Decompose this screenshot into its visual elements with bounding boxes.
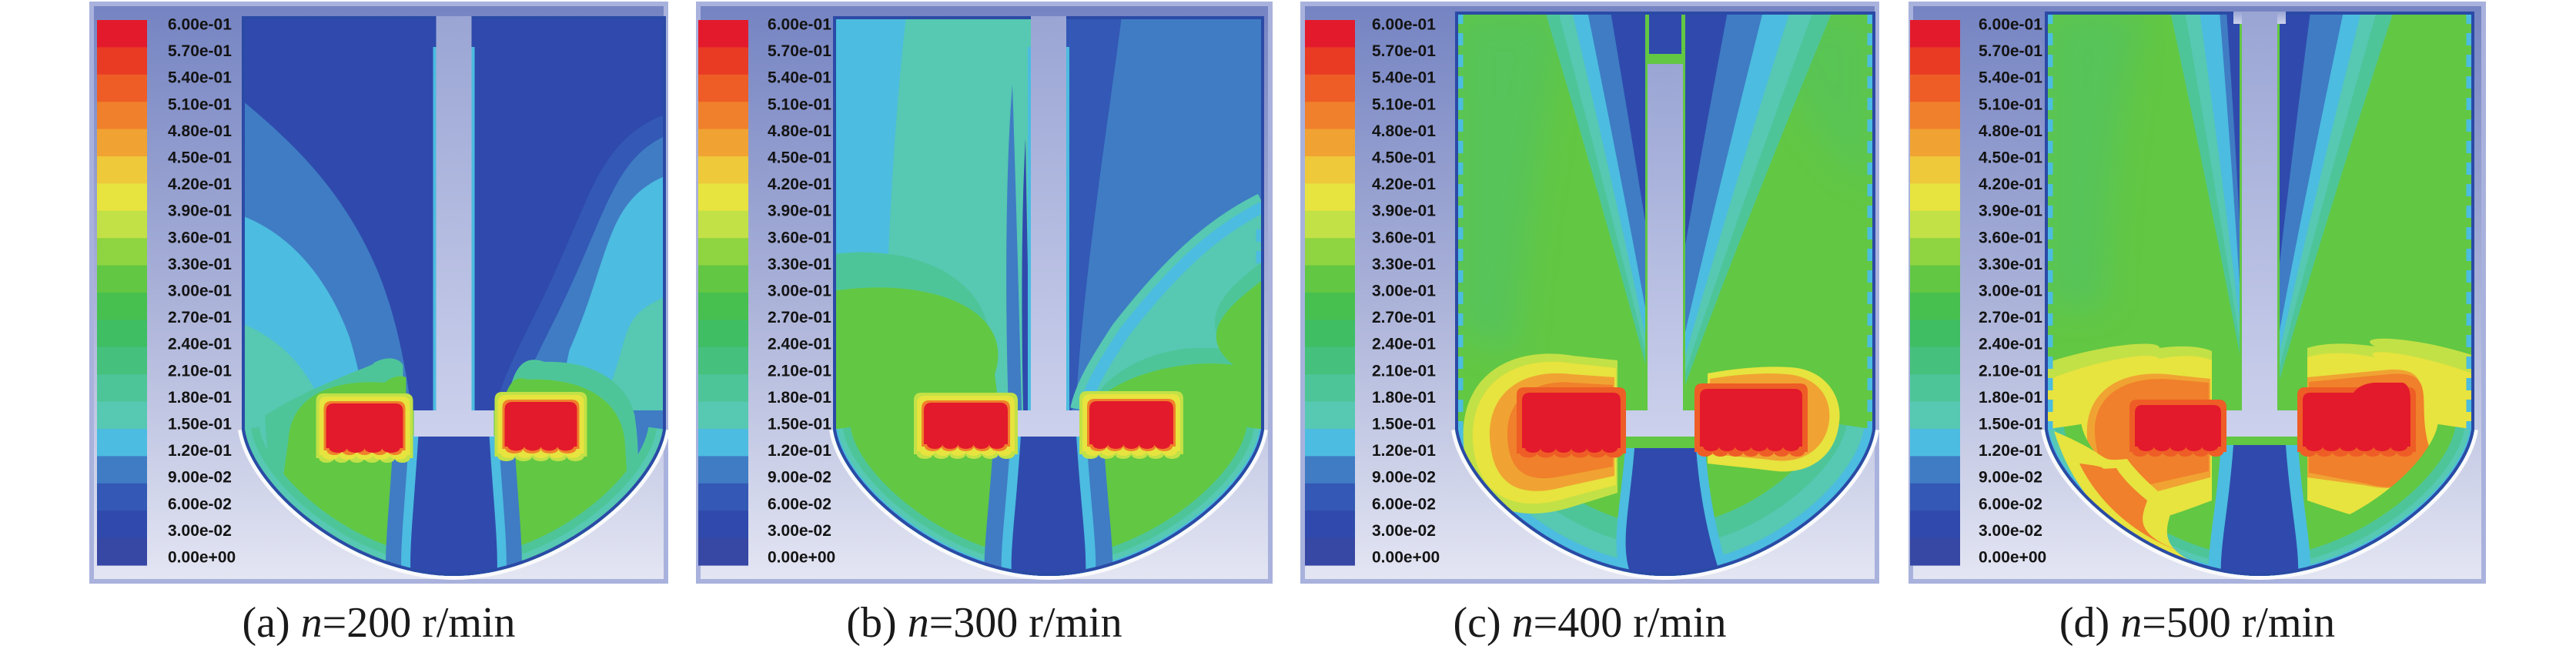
svg-text:9.00e-02: 9.00e-02 [168, 469, 232, 487]
svg-text:0.00e+00: 0.00e+00 [1979, 549, 2046, 567]
svg-text:3.00e-02: 3.00e-02 [168, 522, 232, 540]
svg-text:0.00e+00: 0.00e+00 [768, 549, 835, 567]
svg-text:1.80e-01: 1.80e-01 [768, 389, 831, 407]
svg-text:3.90e-01: 3.90e-01 [1372, 202, 1436, 220]
svg-text:5.70e-01: 5.70e-01 [168, 42, 232, 60]
svg-text:2.10e-01: 2.10e-01 [768, 362, 831, 380]
svg-text:1.80e-01: 1.80e-01 [1372, 389, 1436, 407]
svg-text:5.10e-01: 5.10e-01 [1979, 95, 2042, 113]
svg-text:6.00e-02: 6.00e-02 [1979, 495, 2042, 513]
svg-text:0.00e+00: 0.00e+00 [168, 549, 236, 567]
svg-text:9.00e-02: 9.00e-02 [768, 469, 831, 487]
svg-text:1.80e-01: 1.80e-01 [1979, 389, 2042, 407]
svg-text:2.70e-01: 2.70e-01 [1372, 309, 1436, 326]
svg-text:4.20e-01: 4.20e-01 [1372, 176, 1436, 193]
svg-text:2.40e-01: 2.40e-01 [168, 336, 232, 353]
svg-text:5.40e-01: 5.40e-01 [168, 69, 232, 87]
svg-text:4.50e-01: 4.50e-01 [1372, 149, 1436, 167]
svg-text:4.50e-01: 4.50e-01 [768, 149, 831, 167]
svg-text:0.00e+00: 0.00e+00 [1372, 549, 1440, 567]
svg-text:2.40e-01: 2.40e-01 [1372, 336, 1436, 353]
svg-text:5.10e-01: 5.10e-01 [168, 95, 232, 113]
svg-text:1.20e-01: 1.20e-01 [1979, 442, 2042, 460]
svg-text:9.00e-02: 9.00e-02 [1372, 469, 1436, 487]
svg-text:2.40e-01: 2.40e-01 [768, 336, 831, 353]
svg-text:(a) n=200 r/min: (a) n=200 r/min [242, 599, 515, 647]
svg-text:6.00e-02: 6.00e-02 [1372, 495, 1436, 513]
svg-text:3.30e-01: 3.30e-01 [1372, 256, 1436, 273]
svg-text:2.70e-01: 2.70e-01 [168, 309, 232, 326]
svg-text:(c) n=400 r/min: (c) n=400 r/min [1453, 599, 1726, 647]
svg-text:2.40e-01: 2.40e-01 [1979, 336, 2042, 353]
svg-text:5.10e-01: 5.10e-01 [768, 95, 831, 113]
svg-text:4.20e-01: 4.20e-01 [168, 176, 232, 193]
svg-text:4.20e-01: 4.20e-01 [768, 176, 831, 193]
svg-text:1.50e-01: 1.50e-01 [1372, 416, 1436, 433]
svg-text:3.60e-01: 3.60e-01 [768, 229, 831, 246]
svg-text:3.30e-01: 3.30e-01 [768, 256, 831, 273]
svg-text:9.00e-02: 9.00e-02 [1979, 469, 2042, 487]
svg-text:4.80e-01: 4.80e-01 [1372, 122, 1436, 140]
svg-text:3.00e-01: 3.00e-01 [768, 283, 831, 300]
svg-text:4.50e-01: 4.50e-01 [1979, 149, 2042, 167]
svg-text:1.20e-01: 1.20e-01 [768, 442, 831, 460]
svg-text:4.80e-01: 4.80e-01 [1979, 122, 2042, 140]
svg-text:5.40e-01: 5.40e-01 [768, 69, 831, 87]
svg-text:(b) n=300 r/min: (b) n=300 r/min [846, 599, 1122, 647]
svg-text:5.70e-01: 5.70e-01 [768, 42, 831, 60]
svg-text:6.00e-01: 6.00e-01 [168, 16, 232, 34]
svg-text:3.60e-01: 3.60e-01 [1372, 229, 1436, 246]
svg-text:3.30e-01: 3.30e-01 [1979, 256, 2042, 273]
svg-text:(d) n=500 r/min: (d) n=500 r/min [2059, 599, 2335, 647]
svg-text:6.00e-01: 6.00e-01 [1979, 16, 2042, 34]
svg-text:2.10e-01: 2.10e-01 [1372, 362, 1436, 380]
svg-text:3.90e-01: 3.90e-01 [1979, 202, 2042, 220]
svg-text:1.50e-01: 1.50e-01 [168, 416, 232, 433]
svg-text:1.20e-01: 1.20e-01 [168, 442, 232, 460]
svg-text:3.00e-02: 3.00e-02 [1372, 522, 1436, 540]
svg-text:2.10e-01: 2.10e-01 [1979, 362, 2042, 380]
svg-text:2.10e-01: 2.10e-01 [168, 362, 232, 380]
svg-text:3.30e-01: 3.30e-01 [168, 256, 232, 273]
svg-text:4.20e-01: 4.20e-01 [1979, 176, 2042, 193]
svg-text:6.00e-01: 6.00e-01 [768, 16, 831, 34]
svg-text:3.00e-02: 3.00e-02 [768, 522, 831, 540]
svg-text:5.40e-01: 5.40e-01 [1372, 69, 1436, 87]
svg-text:1.50e-01: 1.50e-01 [768, 416, 831, 433]
svg-text:5.70e-01: 5.70e-01 [1372, 42, 1436, 60]
svg-text:6.00e-02: 6.00e-02 [768, 495, 831, 513]
svg-text:3.00e-01: 3.00e-01 [1979, 283, 2042, 300]
svg-text:1.50e-01: 1.50e-01 [1979, 416, 2042, 433]
svg-text:2.70e-01: 2.70e-01 [1979, 309, 2042, 326]
svg-text:2.70e-01: 2.70e-01 [768, 309, 831, 326]
svg-text:3.00e-02: 3.00e-02 [1979, 522, 2042, 540]
svg-text:3.00e-01: 3.00e-01 [1372, 283, 1436, 300]
svg-text:3.60e-01: 3.60e-01 [1979, 229, 2042, 246]
svg-text:6.00e-01: 6.00e-01 [1372, 16, 1436, 34]
svg-text:3.90e-01: 3.90e-01 [768, 202, 831, 220]
svg-text:5.70e-01: 5.70e-01 [1979, 42, 2042, 60]
svg-text:1.20e-01: 1.20e-01 [1372, 442, 1436, 460]
svg-text:3.00e-01: 3.00e-01 [168, 283, 232, 300]
svg-text:4.80e-01: 4.80e-01 [768, 122, 831, 140]
svg-text:5.40e-01: 5.40e-01 [1979, 69, 2042, 87]
svg-text:5.10e-01: 5.10e-01 [1372, 95, 1436, 113]
svg-text:4.80e-01: 4.80e-01 [168, 122, 232, 140]
svg-text:1.80e-01: 1.80e-01 [168, 389, 232, 407]
svg-text:4.50e-01: 4.50e-01 [168, 149, 232, 167]
svg-text:3.90e-01: 3.90e-01 [168, 202, 232, 220]
svg-text:3.60e-01: 3.60e-01 [168, 229, 232, 246]
svg-text:6.00e-02: 6.00e-02 [168, 495, 232, 513]
